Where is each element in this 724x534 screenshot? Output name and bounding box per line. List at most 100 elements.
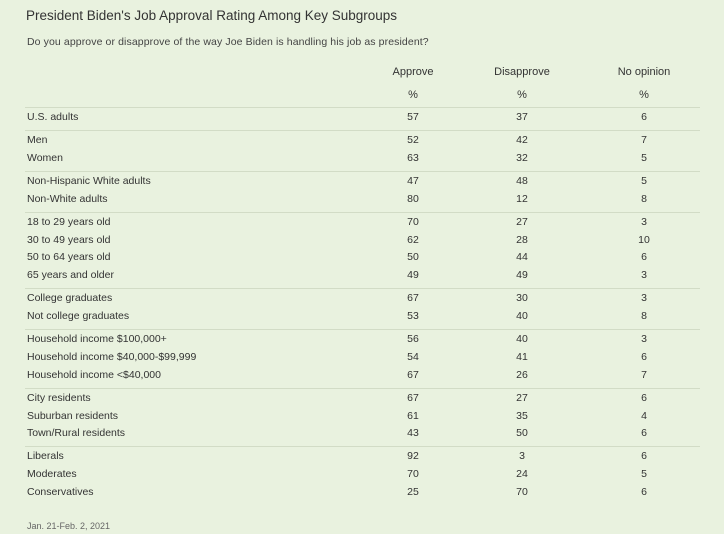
- approve-cell: 62: [407, 233, 419, 246]
- disapprove-cell: 49: [516, 269, 528, 282]
- column-unit-approve: %: [408, 89, 418, 101]
- no-opinion-cell: 3: [641, 216, 647, 228]
- row-label: 18 to 29 years old: [27, 216, 111, 228]
- group-divider: [25, 130, 700, 132]
- disapprove-cell: 40: [516, 333, 528, 346]
- row-label: U.S. adults: [27, 111, 79, 123]
- row-label: Household income $100,000+: [27, 333, 167, 346]
- table-row: 18 to 29 years old 70 27 3: [25, 216, 700, 232]
- disapprove-cell: 27: [516, 216, 528, 228]
- table-row: Women 63 32 5: [25, 152, 700, 168]
- table-row: Suburban residents 61 35 4: [25, 410, 700, 426]
- question-subtitle: Do you approve or disapprove of the way …: [27, 36, 429, 48]
- disapprove-cell: 12: [516, 192, 528, 205]
- no-opinion-cell: 6: [641, 427, 647, 440]
- disapprove-cell: 26: [516, 368, 528, 381]
- disapprove-cell: 30: [516, 292, 528, 305]
- column-unit-no-opinion: %: [639, 89, 649, 101]
- table-row: City residents 67 27 6: [25, 392, 700, 408]
- row-label: Household income $40,000-$99,999: [27, 350, 197, 363]
- approve-cell: 67: [407, 391, 419, 404]
- no-opinion-cell: 3: [641, 292, 647, 305]
- row-label: 50 to 64 years old: [27, 251, 111, 264]
- date-footer: Jan. 21-Feb. 2, 2021: [27, 521, 111, 531]
- row-label: Conservatives: [27, 485, 94, 498]
- approve-cell: 50: [407, 251, 419, 264]
- disapprove-cell: 35: [516, 409, 528, 422]
- group-divider: [25, 387, 700, 389]
- row-label: Non-White adults: [27, 192, 108, 205]
- group-divider: [25, 171, 700, 173]
- table-row: Not college graduates 53 40 8: [25, 310, 700, 326]
- approve-cell: 70: [407, 468, 419, 481]
- disapprove-cell: 48: [516, 175, 528, 188]
- approve-cell: 43: [407, 427, 419, 440]
- no-opinion-cell: 6: [641, 251, 647, 264]
- table-row: College graduates 67 30 3: [25, 292, 700, 308]
- group-divider: [25, 288, 700, 290]
- table-row: Conservatives 25 70 6: [25, 486, 700, 502]
- no-opinion-cell: 5: [641, 468, 647, 481]
- approve-cell: 67: [407, 292, 419, 305]
- approve-cell: 57: [407, 111, 419, 123]
- row-label: 65 years and older: [27, 269, 114, 282]
- disapprove-cell: 37: [516, 111, 528, 123]
- group-divider: [25, 212, 700, 213]
- no-opinion-cell: 6: [641, 111, 647, 123]
- no-opinion-cell: 8: [641, 192, 647, 205]
- disapprove-cell: 3: [519, 450, 525, 463]
- approve-cell: 49: [407, 269, 419, 282]
- approve-cell: 63: [407, 151, 419, 164]
- approve-cell: 56: [407, 333, 419, 346]
- row-label: Not college graduates: [27, 310, 130, 322]
- row-label: Moderates: [27, 468, 77, 481]
- disapprove-cell: 40: [516, 310, 528, 322]
- table-row: Town/Rural residents 43 50 6: [25, 427, 700, 443]
- approve-cell: 52: [407, 134, 419, 147]
- row-label: Household income <$40,000: [27, 368, 161, 381]
- group-divider: [25, 329, 700, 331]
- table-row: Household income $40,000-$99,999 54 41 6: [25, 351, 700, 367]
- no-opinion-cell: 4: [641, 409, 647, 422]
- disapprove-cell: 44: [516, 251, 528, 264]
- no-opinion-cell: 7: [641, 368, 647, 381]
- column-header-no-opinion: No opinion: [617, 66, 671, 78]
- disapprove-cell: 27: [516, 391, 528, 404]
- page-title: President Biden's Job Approval Rating Am…: [26, 8, 398, 23]
- disapprove-cell: 42: [516, 134, 528, 147]
- disapprove-cell: 24: [516, 468, 528, 481]
- approve-cell: 47: [407, 175, 419, 188]
- approve-cell: 54: [407, 350, 419, 363]
- row-label: 30 to 49 years old: [27, 233, 111, 246]
- table-row: Moderates 70 24 5: [25, 468, 700, 484]
- approve-cell: 70: [407, 216, 419, 228]
- row-label: Non-Hispanic White adults: [27, 175, 151, 188]
- approve-cell: 67: [407, 368, 419, 381]
- no-opinion-cell: 3: [641, 333, 647, 346]
- approve-cell: 80: [407, 192, 419, 205]
- no-opinion-cell: 10: [638, 233, 650, 246]
- no-opinion-cell: 6: [641, 450, 647, 463]
- table-row: Household income $100,000+ 56 40 3: [25, 333, 700, 349]
- row-label: City residents: [27, 391, 91, 404]
- table-row: Household income <$40,000 67 26 7: [25, 369, 700, 385]
- table-row: Non-White adults 80 12 8: [25, 193, 700, 209]
- no-opinion-cell: 6: [641, 350, 647, 363]
- row-label: College graduates: [27, 292, 113, 305]
- group-divider: [25, 107, 700, 108]
- table-row: 65 years and older 49 49 3: [25, 269, 700, 285]
- disapprove-cell: 41: [516, 350, 528, 363]
- no-opinion-cell: 6: [641, 391, 647, 404]
- disapprove-cell: 70: [516, 485, 528, 498]
- no-opinion-cell: 6: [641, 485, 647, 498]
- no-opinion-cell: 7: [641, 134, 647, 147]
- approve-cell: 92: [407, 450, 419, 463]
- table-row: 30 to 49 years old 62 28 10: [25, 234, 700, 250]
- row-label: Suburban residents: [27, 409, 119, 422]
- column-header-disapprove: Disapprove: [494, 66, 550, 78]
- row-label: Women: [27, 151, 63, 164]
- column-unit-disapprove: %: [517, 89, 527, 101]
- disapprove-cell: 28: [516, 233, 528, 246]
- table-row: Liberals 92 3 6: [25, 450, 700, 466]
- approve-cell: 53: [407, 310, 419, 322]
